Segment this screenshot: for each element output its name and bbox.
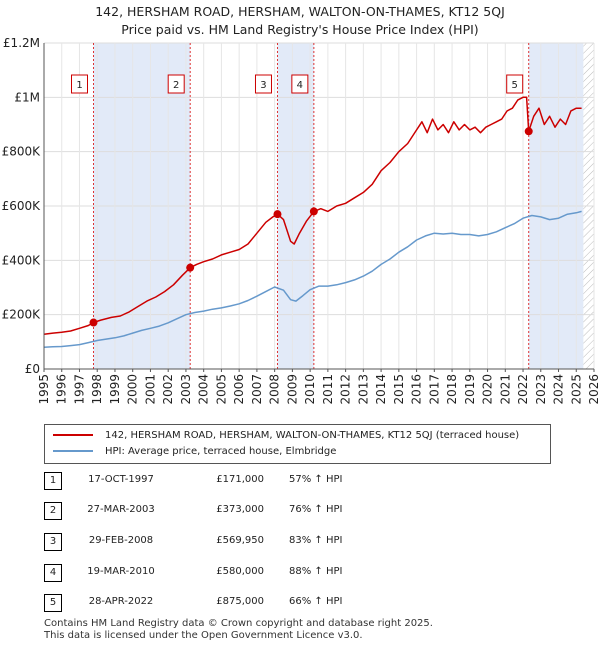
- chart-title: 142, HERSHAM ROAD, HERSHAM, WALTON-ON-TH…: [0, 3, 600, 39]
- x-tick-label: 2010: [303, 374, 317, 405]
- sale-badge: 5: [44, 594, 62, 612]
- y-tick-label: £1M: [14, 90, 40, 104]
- footer-copyright: Contains HM Land Registry data © Crown c…: [44, 618, 433, 629]
- sale-hpi-change: 83% ↑ HPI: [289, 535, 343, 546]
- property-series-line: [43, 96, 582, 335]
- x-tick-label: 2016: [410, 374, 424, 405]
- sale-label-box: [71, 74, 88, 94]
- x-tick-label: 1996: [55, 374, 69, 405]
- x-tick-label: 2001: [143, 374, 157, 405]
- x-tick-label: 2013: [356, 374, 370, 405]
- sale-row: 1 17-OCT-1997 £171,000 57% ↑ HPI: [44, 472, 564, 490]
- sale-date: 19-MAR-2010: [87, 566, 155, 577]
- x-tick-label: 2020: [481, 374, 495, 405]
- x-tick-label: 2026: [587, 374, 600, 405]
- x-tick-label: 2022: [516, 374, 530, 405]
- x-tick-label: 2014: [374, 374, 388, 405]
- sale-row: 4 19-MAR-2010 £580,000 88% ↑ HPI: [44, 564, 564, 582]
- legend-item-hpi: HPI: Average price, terraced house, Elmb…: [53, 444, 336, 460]
- y-tick-label: £400K: [2, 253, 42, 267]
- sale-label: 4: [297, 80, 303, 91]
- sale-hpi-change: 57% ↑ HPI: [289, 474, 343, 485]
- sale-price: £569,950: [216, 535, 264, 546]
- x-tick-label: 2018: [445, 374, 459, 405]
- chart-title-line2: Price paid vs. HM Land Registry's House …: [121, 22, 479, 37]
- sale-label-box: [506, 74, 524, 94]
- x-tick-label: 2017: [427, 374, 441, 405]
- y-tick-label: £1.2M: [3, 36, 40, 50]
- x-tick-label: 2025: [569, 374, 583, 405]
- sale-price: £171,000: [216, 474, 264, 485]
- x-tick-label: 2008: [268, 374, 282, 405]
- x-tick-label: 1997: [72, 374, 86, 405]
- sale-point: [524, 127, 533, 136]
- sale-row: 3 29-FEB-2008 £569,950 83% ↑ HPI: [44, 533, 564, 551]
- sale-label: 2: [173, 80, 179, 91]
- sale-badge: 4: [44, 564, 62, 582]
- legend-swatch-hpi: [53, 450, 93, 452]
- legend-label-property: 142, HERSHAM ROAD, HERSHAM, WALTON-ON-TH…: [105, 430, 520, 441]
- y-tick-label: £0: [25, 362, 40, 376]
- x-tick-label: 1998: [90, 374, 104, 405]
- legend-label-hpi: HPI: Average price, terraced house, Elmb…: [105, 446, 337, 457]
- x-tick-label: 2023: [534, 374, 548, 405]
- sale-badge: 1: [44, 472, 62, 490]
- sale-point: [273, 210, 282, 219]
- x-tick-label: 2002: [161, 374, 175, 405]
- sale-label-box: [291, 74, 309, 94]
- sale-row: 5 28-APR-2022 £875,000 66% ↑ HPI: [44, 594, 564, 612]
- legend-item-property: 142, HERSHAM ROAD, HERSHAM, WALTON-ON-TH…: [53, 428, 519, 444]
- sale-row: 2 27-MAR-2003 £373,000 76% ↑ HPI: [44, 502, 564, 520]
- sale-point: [309, 207, 318, 216]
- x-tick-label: 2012: [339, 374, 353, 405]
- x-tick-label: 2019: [463, 374, 477, 405]
- x-tick-label: 2015: [392, 374, 406, 405]
- legend: 142, HERSHAM ROAD, HERSHAM, WALTON-ON-TH…: [44, 424, 551, 464]
- sale-label: 5: [512, 80, 518, 91]
- x-tick-label: 1995: [37, 374, 51, 405]
- sale-price: £373,000: [216, 504, 264, 515]
- sale-date: 17-OCT-1997: [88, 474, 154, 485]
- y-tick-label: £800K: [2, 145, 42, 159]
- price-chart: 1 2 3 4 5 £0 £200K £400K £600K £800K £1M £1.2M 1995…: [2, 36, 600, 405]
- sale-label: 3: [260, 80, 266, 91]
- x-tick-label: 2003: [179, 374, 193, 405]
- x-tick-label: 2005: [214, 374, 228, 405]
- x-tick-label: 2009: [285, 374, 299, 405]
- x-tick-label: 2011: [321, 374, 335, 405]
- x-tick-label: 2004: [197, 374, 211, 405]
- x-tick-label: 2024: [552, 374, 566, 405]
- x-tick-label: 2006: [232, 374, 246, 405]
- sale-label-box: [167, 74, 185, 94]
- sale-price: £580,000: [216, 566, 264, 577]
- x-tick-label: 2021: [498, 374, 512, 405]
- sale-date: 28-APR-2022: [88, 596, 154, 607]
- sale-date: 29-FEB-2008: [88, 535, 154, 546]
- sale-date: 27-MAR-2003: [87, 504, 155, 515]
- sale-price: £875,000: [216, 596, 264, 607]
- legend-swatch-property: [53, 434, 93, 436]
- x-tick-label: 2007: [250, 374, 264, 405]
- sale-hpi-change: 66% ↑ HPI: [289, 596, 343, 607]
- sale-hpi-change: 88% ↑ HPI: [289, 566, 343, 577]
- hpi-series-line: [43, 210, 582, 349]
- y-tick-label: £600K: [2, 199, 42, 213]
- footer: Contains HM Land Registry data © Crown c…: [44, 618, 433, 642]
- sale-label-box: [254, 74, 272, 94]
- sale-badge: 2: [44, 502, 62, 520]
- x-tick-label: 1999: [108, 374, 122, 405]
- y-tick-label: £200K: [2, 308, 42, 322]
- sale-point: [186, 263, 195, 272]
- chart-title-line1: 142, HERSHAM ROAD, HERSHAM, WALTON-ON-TH…: [95, 4, 505, 19]
- footer-license: This data is licensed under the Open Gov…: [44, 630, 363, 641]
- sale-label: 1: [76, 80, 82, 91]
- sale-badge: 3: [44, 533, 62, 551]
- sale-point: [89, 318, 98, 327]
- x-tick-label: 2000: [126, 374, 140, 405]
- sale-hpi-change: 76% ↑ HPI: [289, 504, 343, 515]
